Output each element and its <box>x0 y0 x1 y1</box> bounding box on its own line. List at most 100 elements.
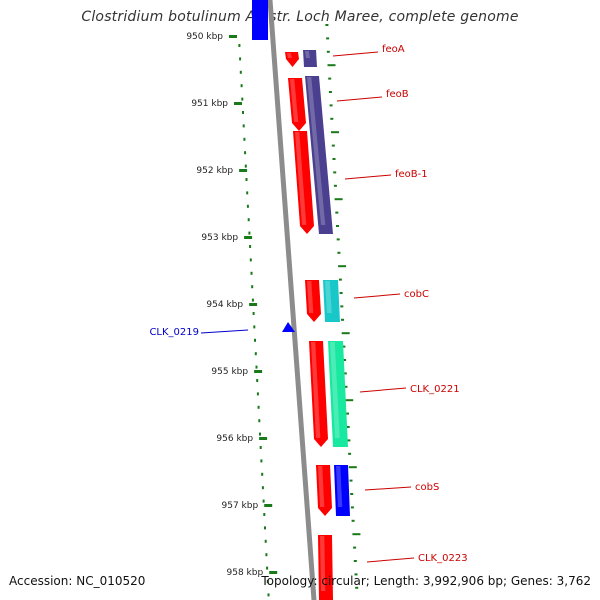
cds-feoB-1 <box>293 131 314 234</box>
ticks-layer: 950 kbp 951 kbp 952 kbp 953 kbp 954 kbp 955 k… <box>186 24 361 597</box>
label-leader <box>200 329 249 334</box>
feature-label: CLK_0221 <box>410 384 460 395</box>
outer-tick <box>353 560 357 562</box>
tick-label: 952 kbp <box>196 166 233 176</box>
minor-tick <box>238 44 241 47</box>
minor-tick <box>262 499 265 503</box>
minor-tick <box>246 204 249 208</box>
minor-tick <box>255 365 258 369</box>
cds-CLK_0221-shine <box>311 342 321 438</box>
gene-cobC-shine <box>325 281 332 313</box>
major-tick <box>254 370 263 373</box>
major-tick <box>229 35 237 38</box>
minor-tick <box>263 513 266 516</box>
outer-tick <box>333 184 337 187</box>
outer-tick <box>350 506 354 509</box>
gene-CLK_0221-shine <box>330 342 340 438</box>
gene-feoA-shine <box>305 51 310 58</box>
minor-tick <box>258 419 261 423</box>
label-leader <box>336 96 383 102</box>
outer-tick <box>354 573 358 576</box>
outer-tick <box>328 91 332 93</box>
tick-label: 951 kbp <box>191 99 228 109</box>
cds-cobC-shine <box>307 281 314 313</box>
outer-tick <box>331 144 335 147</box>
outer-tick <box>348 452 352 455</box>
features-layer <box>282 50 350 600</box>
minor-tick <box>243 137 246 141</box>
outer-tick <box>335 211 339 214</box>
minor-tick <box>256 392 259 396</box>
minor-tick <box>259 432 261 436</box>
outer-tick <box>326 50 330 53</box>
tick-label: 958 kbp <box>227 568 264 578</box>
major-tick <box>239 169 248 172</box>
outer-tick <box>348 466 357 469</box>
gene-CLK_0221 <box>328 341 348 447</box>
minor-tick <box>260 459 263 463</box>
cds-feoB-shine <box>290 79 299 122</box>
upstream-feature <box>252 0 268 40</box>
minor-tick <box>264 526 266 530</box>
gene-cobS-shine <box>336 466 343 507</box>
outer-tick <box>349 479 353 482</box>
cds-cobS-shine <box>318 466 325 507</box>
outer-tick <box>333 171 337 174</box>
minor-tick <box>257 405 260 409</box>
minor-tick <box>266 580 269 583</box>
minor-tick <box>244 164 247 168</box>
tick-label: 950 kbp <box>186 32 223 42</box>
outer-tick <box>342 345 346 348</box>
label-leader <box>364 486 412 491</box>
genome-backbone <box>267 0 317 600</box>
outer-tick <box>336 225 339 227</box>
minor-tick <box>266 566 269 570</box>
outer-tick <box>325 24 329 26</box>
feature-label: cobC <box>404 289 429 300</box>
minor-tick <box>247 218 250 222</box>
minor-tick <box>252 312 255 315</box>
outer-tick <box>336 238 340 241</box>
cds-cobC <box>305 280 321 322</box>
feature-label: CLK_0223 <box>418 553 468 564</box>
cds-feoA <box>285 52 299 67</box>
outer-tick <box>355 586 359 589</box>
cds-feoB <box>288 78 306 131</box>
cds-feoB-1-shine <box>295 132 307 225</box>
outer-tick <box>343 359 347 361</box>
minor-tick <box>251 285 254 289</box>
backbone-layer <box>252 0 317 600</box>
label-leader <box>359 387 407 393</box>
label-leader <box>332 51 379 57</box>
outer-tick <box>350 493 354 495</box>
outer-tick <box>347 439 351 442</box>
gene-cobS <box>334 465 350 516</box>
cds-cobS <box>316 465 332 516</box>
feature-label: feoA <box>382 44 405 55</box>
tick-label: 956 kbp <box>216 434 253 444</box>
minor-tick <box>241 97 244 101</box>
minor-tick <box>251 298 254 302</box>
minor-tick <box>254 338 256 342</box>
minor-tick <box>254 352 257 356</box>
minor-tick <box>265 553 268 557</box>
outer-tick <box>351 519 355 522</box>
label-leader <box>353 293 401 299</box>
outer-tick <box>339 292 343 294</box>
major-tick <box>234 102 242 105</box>
gene-feoB-shine <box>307 77 326 225</box>
outer-tick <box>338 278 342 281</box>
minor-tick <box>250 271 253 275</box>
outer-tick <box>353 546 357 549</box>
major-tick <box>264 504 273 507</box>
label-leader <box>366 557 415 563</box>
feature-label: feoB <box>386 89 409 100</box>
outer-tick <box>330 117 334 120</box>
minor-tick <box>249 245 252 248</box>
minor-tick <box>264 539 267 543</box>
outer-tick <box>337 251 341 254</box>
outer-tick <box>343 372 347 375</box>
tick-label: 955 kbp <box>211 367 248 377</box>
outer-tick <box>346 412 349 415</box>
